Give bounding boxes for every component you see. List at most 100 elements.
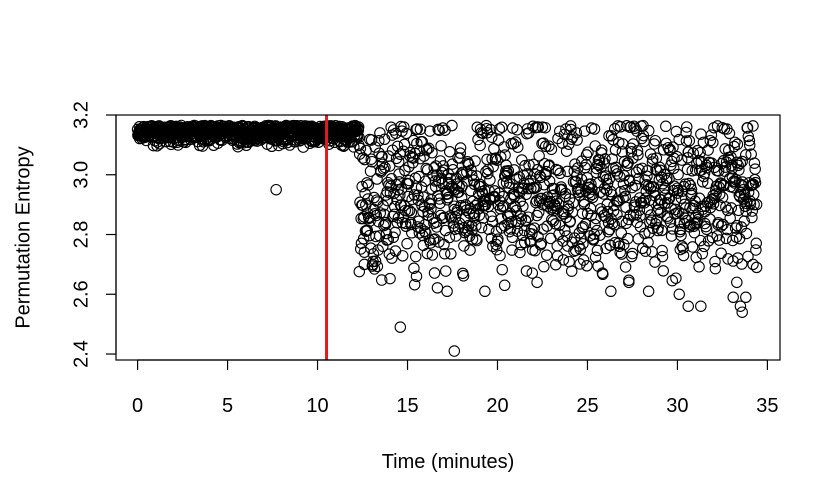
data-point [723, 127, 736, 140]
data-point [426, 249, 439, 261]
data-point [728, 140, 740, 153]
data-point [441, 285, 453, 298]
data-point [569, 244, 582, 257]
data-point [480, 122, 493, 135]
data-point [713, 234, 726, 246]
data-point [716, 121, 728, 134]
data-point [563, 193, 576, 205]
data-point [462, 157, 474, 170]
data-point [649, 134, 662, 147]
data-point [625, 146, 638, 158]
data-point [424, 237, 437, 249]
data-point [403, 204, 416, 217]
data-point [576, 222, 588, 234]
data-point [574, 258, 586, 270]
data-point [556, 184, 568, 196]
data-point [378, 219, 390, 232]
data-point [548, 183, 561, 195]
data-point [721, 223, 734, 236]
data-point [532, 121, 545, 134]
data-point [570, 175, 582, 188]
data-point [642, 285, 655, 298]
data-point [686, 241, 699, 253]
data-point [523, 159, 535, 171]
data-point [709, 262, 722, 275]
data-point [438, 211, 451, 224]
data-point [406, 227, 418, 239]
data-point [552, 132, 564, 145]
data-point [551, 250, 564, 262]
data-point [731, 138, 744, 151]
data-point [438, 247, 451, 260]
data-point [399, 164, 411, 177]
data-point [729, 136, 741, 149]
data-point [740, 291, 752, 304]
data-point [572, 162, 584, 174]
data-point [747, 120, 759, 132]
data-point [368, 263, 381, 275]
data-point [580, 149, 593, 161]
data-point [537, 223, 549, 235]
data-point [494, 249, 506, 262]
data-point [729, 222, 742, 234]
data-point [446, 158, 459, 170]
data-point [614, 246, 626, 259]
data-point [710, 188, 722, 200]
data-point [704, 134, 717, 147]
data-point [444, 210, 456, 222]
data-point [589, 218, 601, 231]
data-point [429, 180, 442, 193]
data-point [539, 140, 552, 153]
data-point [715, 220, 728, 232]
data-point [673, 288, 685, 301]
data-point [486, 215, 499, 227]
data-point [466, 169, 478, 182]
data-point [390, 152, 403, 165]
data-point [414, 123, 427, 135]
data-point [667, 141, 679, 153]
data-point [400, 127, 413, 140]
data-point [746, 205, 759, 217]
data-point [679, 202, 692, 214]
data-point [419, 225, 431, 238]
data-point [569, 158, 581, 170]
data-point [502, 165, 515, 177]
data-point [681, 121, 693, 133]
data-point [393, 168, 405, 180]
data-point [525, 223, 538, 236]
data-point [660, 120, 672, 133]
data-point [643, 124, 655, 137]
data-point [526, 267, 539, 279]
data-point [564, 215, 576, 227]
data-point [407, 152, 419, 164]
data-point [436, 212, 449, 225]
data-point [352, 124, 365, 137]
data-point [611, 168, 624, 180]
data-point [694, 146, 706, 159]
data-point [725, 202, 738, 214]
data-point [493, 187, 505, 199]
data-point [366, 155, 378, 168]
y-axis-title: Permutation Entropy [12, 146, 34, 328]
data-point [564, 120, 577, 132]
data-point [383, 179, 395, 191]
data-point [405, 218, 417, 231]
data-point [577, 238, 589, 250]
data-point [559, 224, 571, 237]
data-point [571, 134, 583, 146]
data-point [484, 174, 496, 186]
data-point [464, 244, 476, 256]
y-tick-label: 2.6 [70, 280, 92, 308]
data-point [361, 177, 373, 189]
x-tick-label: 20 [486, 395, 508, 417]
data-point [424, 198, 436, 210]
data-point [632, 149, 644, 161]
data-point [388, 200, 401, 213]
data-point [740, 227, 753, 240]
data-point [376, 150, 388, 163]
data-point [560, 145, 573, 157]
data-point [504, 223, 517, 235]
data-point [384, 187, 397, 199]
data-point [405, 206, 418, 219]
data-point [692, 213, 704, 226]
